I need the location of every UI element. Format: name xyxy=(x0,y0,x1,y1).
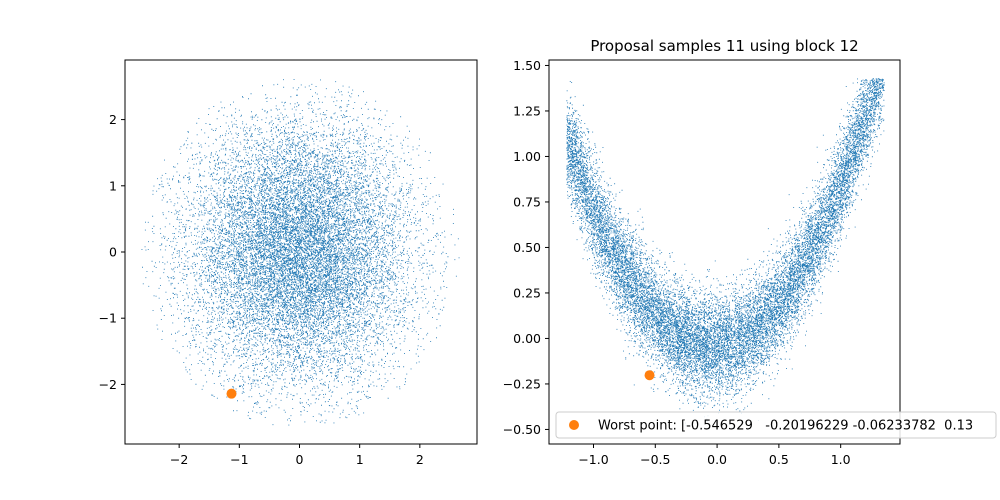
left-scatter-panel: −2 −1 0 1 2 −2 −1 0 1 2 xyxy=(99,59,478,467)
legend-worst-point-marker xyxy=(569,420,579,430)
y-tick-label: −1 xyxy=(99,311,117,326)
y-tick-label: 1 xyxy=(109,178,117,193)
legend-box xyxy=(555,411,997,439)
x-tick-label: −2 xyxy=(170,452,188,467)
legend: Worst point: [-0.546529 -0.20196229 -0.0… xyxy=(555,411,997,439)
y-tick-label: 1.00 xyxy=(513,149,541,164)
right-worst-point-layer xyxy=(644,370,655,381)
y-tick-label: 2 xyxy=(109,112,117,127)
x-tick-label: 0.5 xyxy=(769,452,789,467)
y-tick-label: −0.50 xyxy=(503,422,541,437)
x-tick-label: 1 xyxy=(356,452,364,467)
x-tick-label: 1.0 xyxy=(831,452,851,467)
left-sample-points xyxy=(141,79,460,426)
legend-label: Worst point: [-0.546529 -0.20196229 -0.0… xyxy=(598,419,973,434)
left-tick-layer: −2 −1 0 1 2 −2 −1 0 1 2 xyxy=(99,112,424,467)
left-worst-point-layer xyxy=(226,388,237,399)
x-tick-label: −0.5 xyxy=(640,452,670,467)
right-tick-layer: −1.0 −0.5 0.0 0.5 1.0 −0.50 −0.25 0.00 0.25 0.50 0… xyxy=(503,58,851,467)
right-scatter-panel: Proposal samples 11 using block 12 −1.0−… xyxy=(503,37,997,467)
x-tick-label: 0 xyxy=(296,452,304,467)
y-tick-label: 1.25 xyxy=(513,103,541,118)
y-tick-label: 0 xyxy=(109,245,117,260)
y-tick-label: 0.50 xyxy=(513,240,541,255)
y-tick-label: −0.25 xyxy=(503,376,541,391)
left-sample-dots xyxy=(141,79,460,426)
right-sample-dots xyxy=(566,78,885,429)
right-axes-frame xyxy=(548,59,901,445)
x-tick-label: 2 xyxy=(416,452,424,467)
y-tick-label: 0.25 xyxy=(513,285,541,300)
y-tick-label: 0.00 xyxy=(513,331,541,346)
right-chart-title: Proposal samples 11 using block 12 xyxy=(590,37,858,55)
left-axes-frame xyxy=(124,59,478,445)
x-tick-label: −1.0 xyxy=(578,452,608,467)
y-tick-label: 0.75 xyxy=(513,194,541,209)
left-worst-point-marker xyxy=(226,388,237,399)
right-worst-point-marker xyxy=(644,370,655,381)
x-tick-label: −1 xyxy=(230,452,248,467)
y-tick-label: 1.50 xyxy=(513,58,541,73)
y-tick-label: −2 xyxy=(99,377,117,392)
right-sample-points xyxy=(566,78,885,429)
x-tick-label: 0.0 xyxy=(707,452,727,467)
